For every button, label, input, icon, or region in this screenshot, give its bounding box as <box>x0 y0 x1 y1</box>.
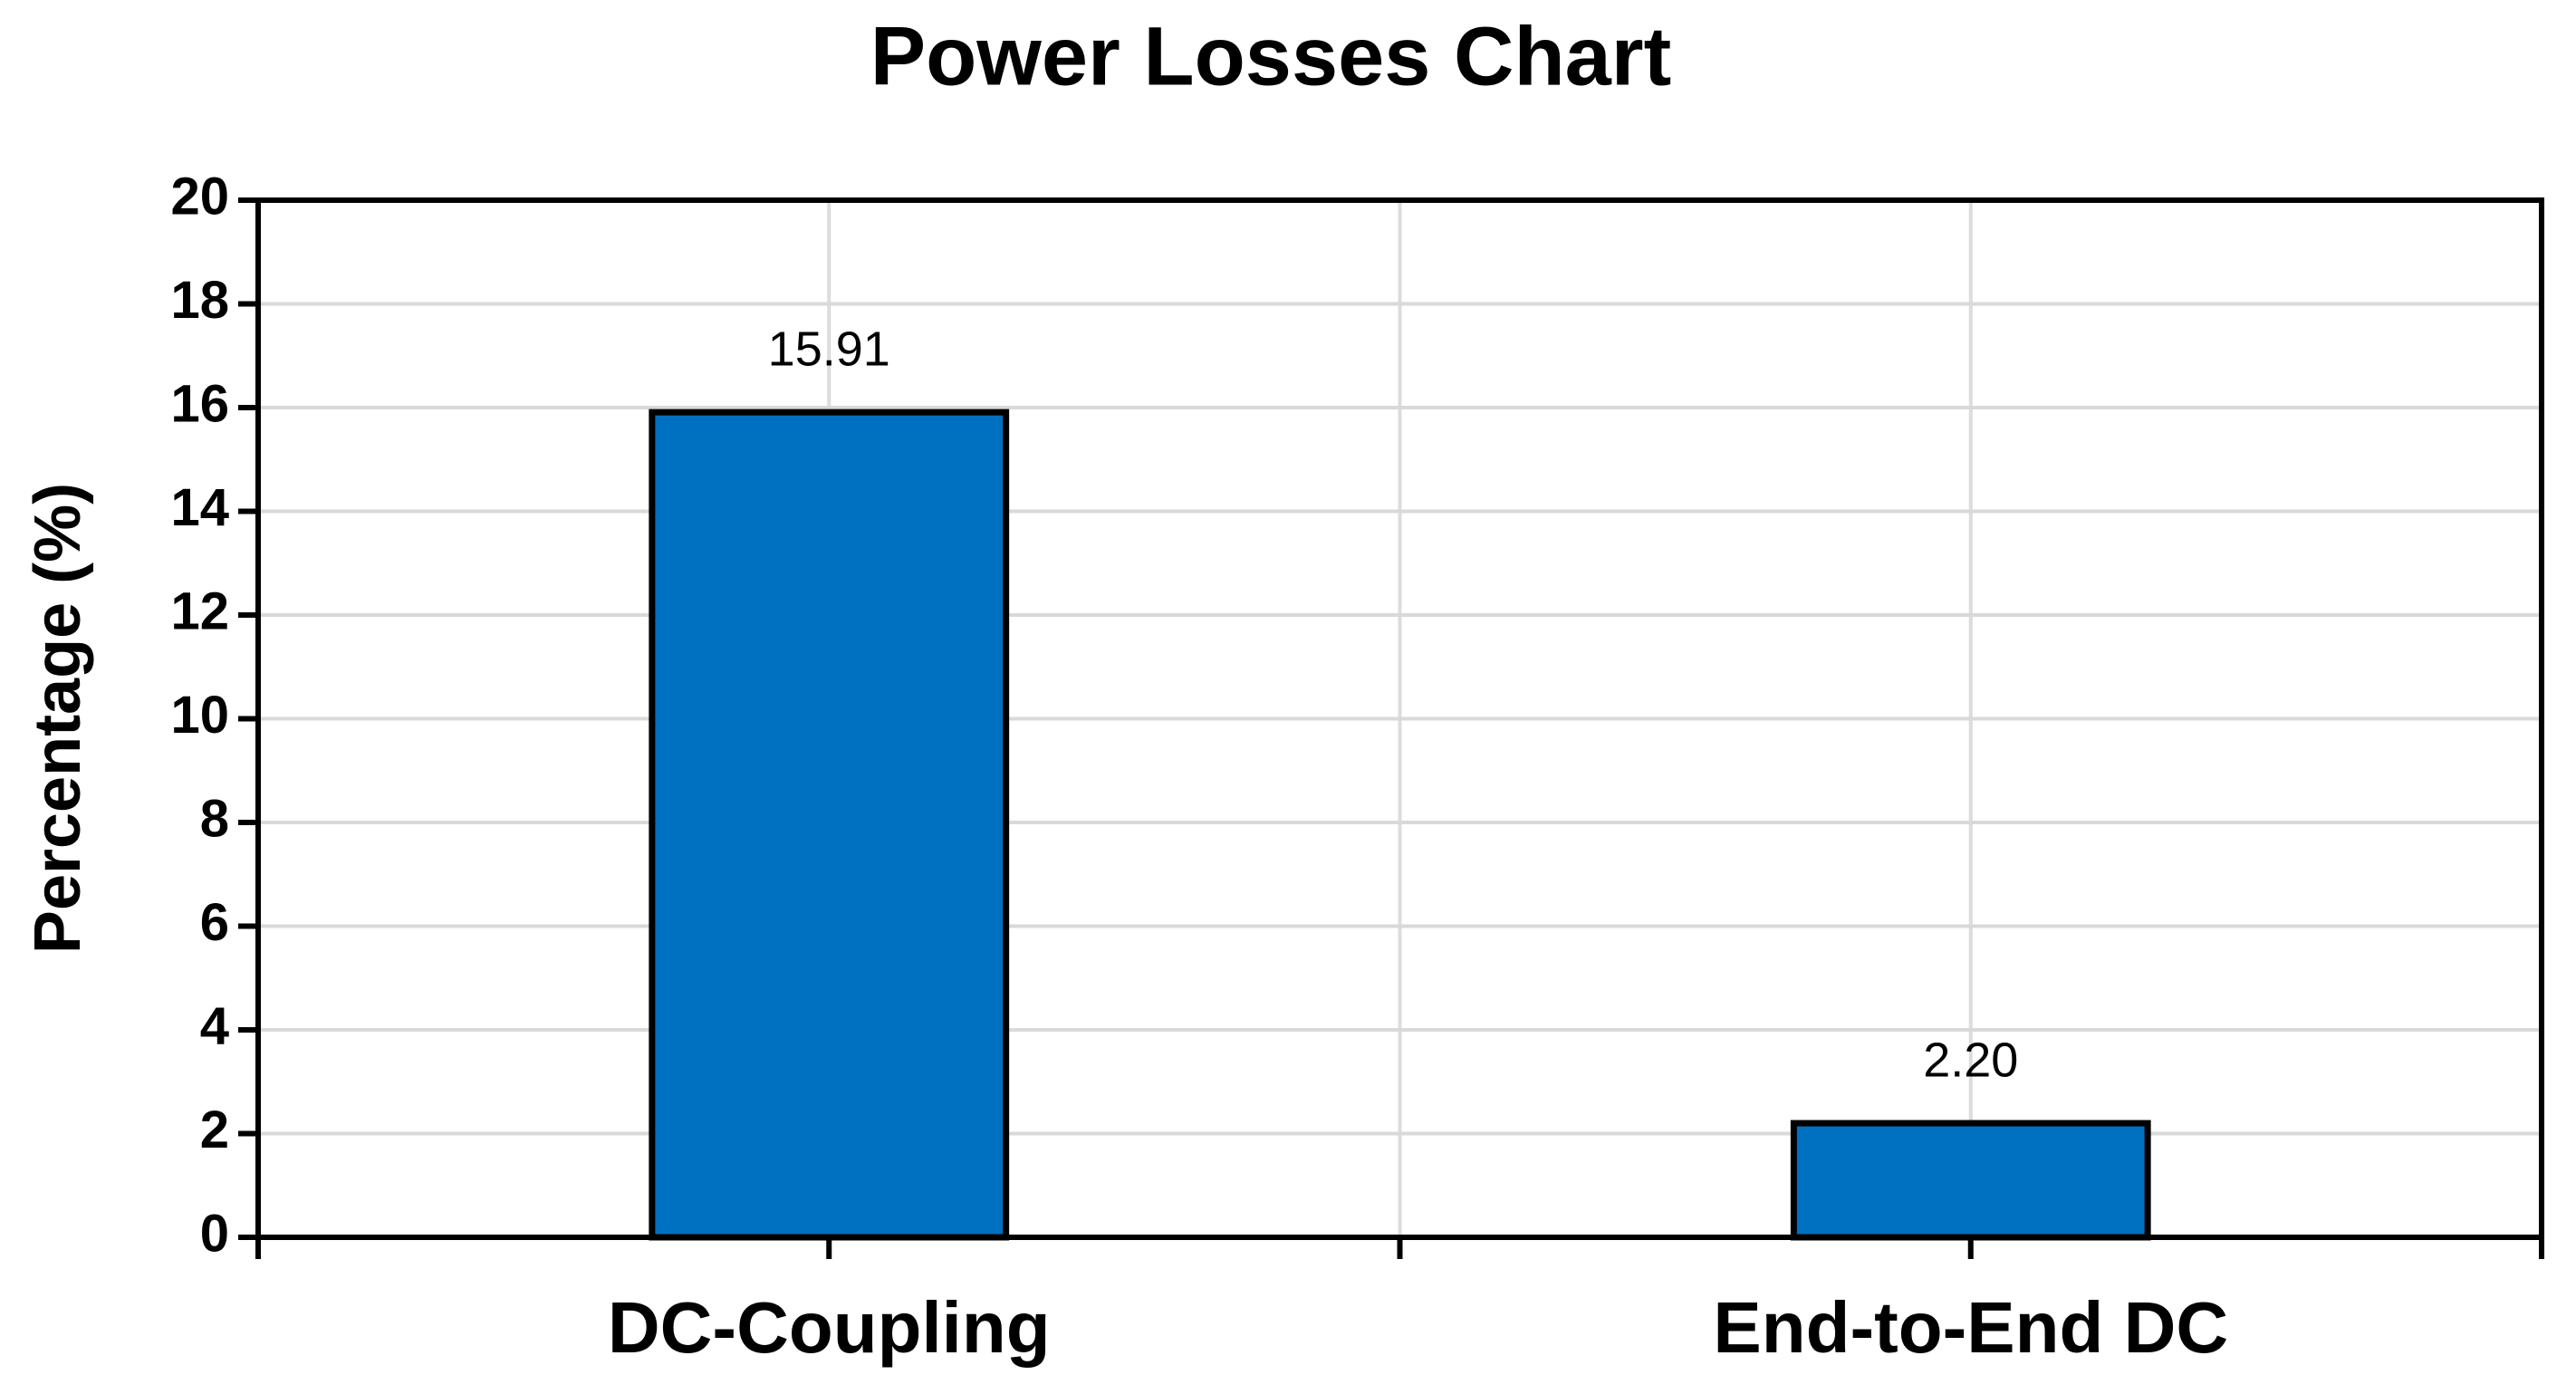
bar <box>649 409 1010 1241</box>
x-tick-label: DC-Coupling <box>608 1287 1051 1368</box>
y-tick-label: 14 <box>170 478 229 537</box>
y-tick-label: 18 <box>170 271 229 330</box>
x-tick-label: End-to-End DC <box>1713 1287 2228 1368</box>
chart-title: Power Losses Chart <box>870 10 1672 102</box>
plot-frame <box>255 197 2544 1240</box>
bar <box>1790 1120 2151 1241</box>
y-tick-label: 20 <box>170 167 229 226</box>
y-tick-label: 8 <box>200 789 229 848</box>
y-tick-label: 2 <box>200 1101 229 1159</box>
y-tick-label: 6 <box>200 893 229 952</box>
value-label: 2.20 <box>1923 1033 2018 1087</box>
y-tick-label: 10 <box>170 686 229 745</box>
y-axis-label: Percentage (%) <box>22 483 94 954</box>
y-tick-label: 16 <box>170 374 229 433</box>
y-tick-label: 4 <box>200 996 229 1055</box>
y-tick-label: 12 <box>170 582 229 640</box>
y-tick-label: 0 <box>200 1204 229 1263</box>
value-label: 15.91 <box>768 322 890 376</box>
